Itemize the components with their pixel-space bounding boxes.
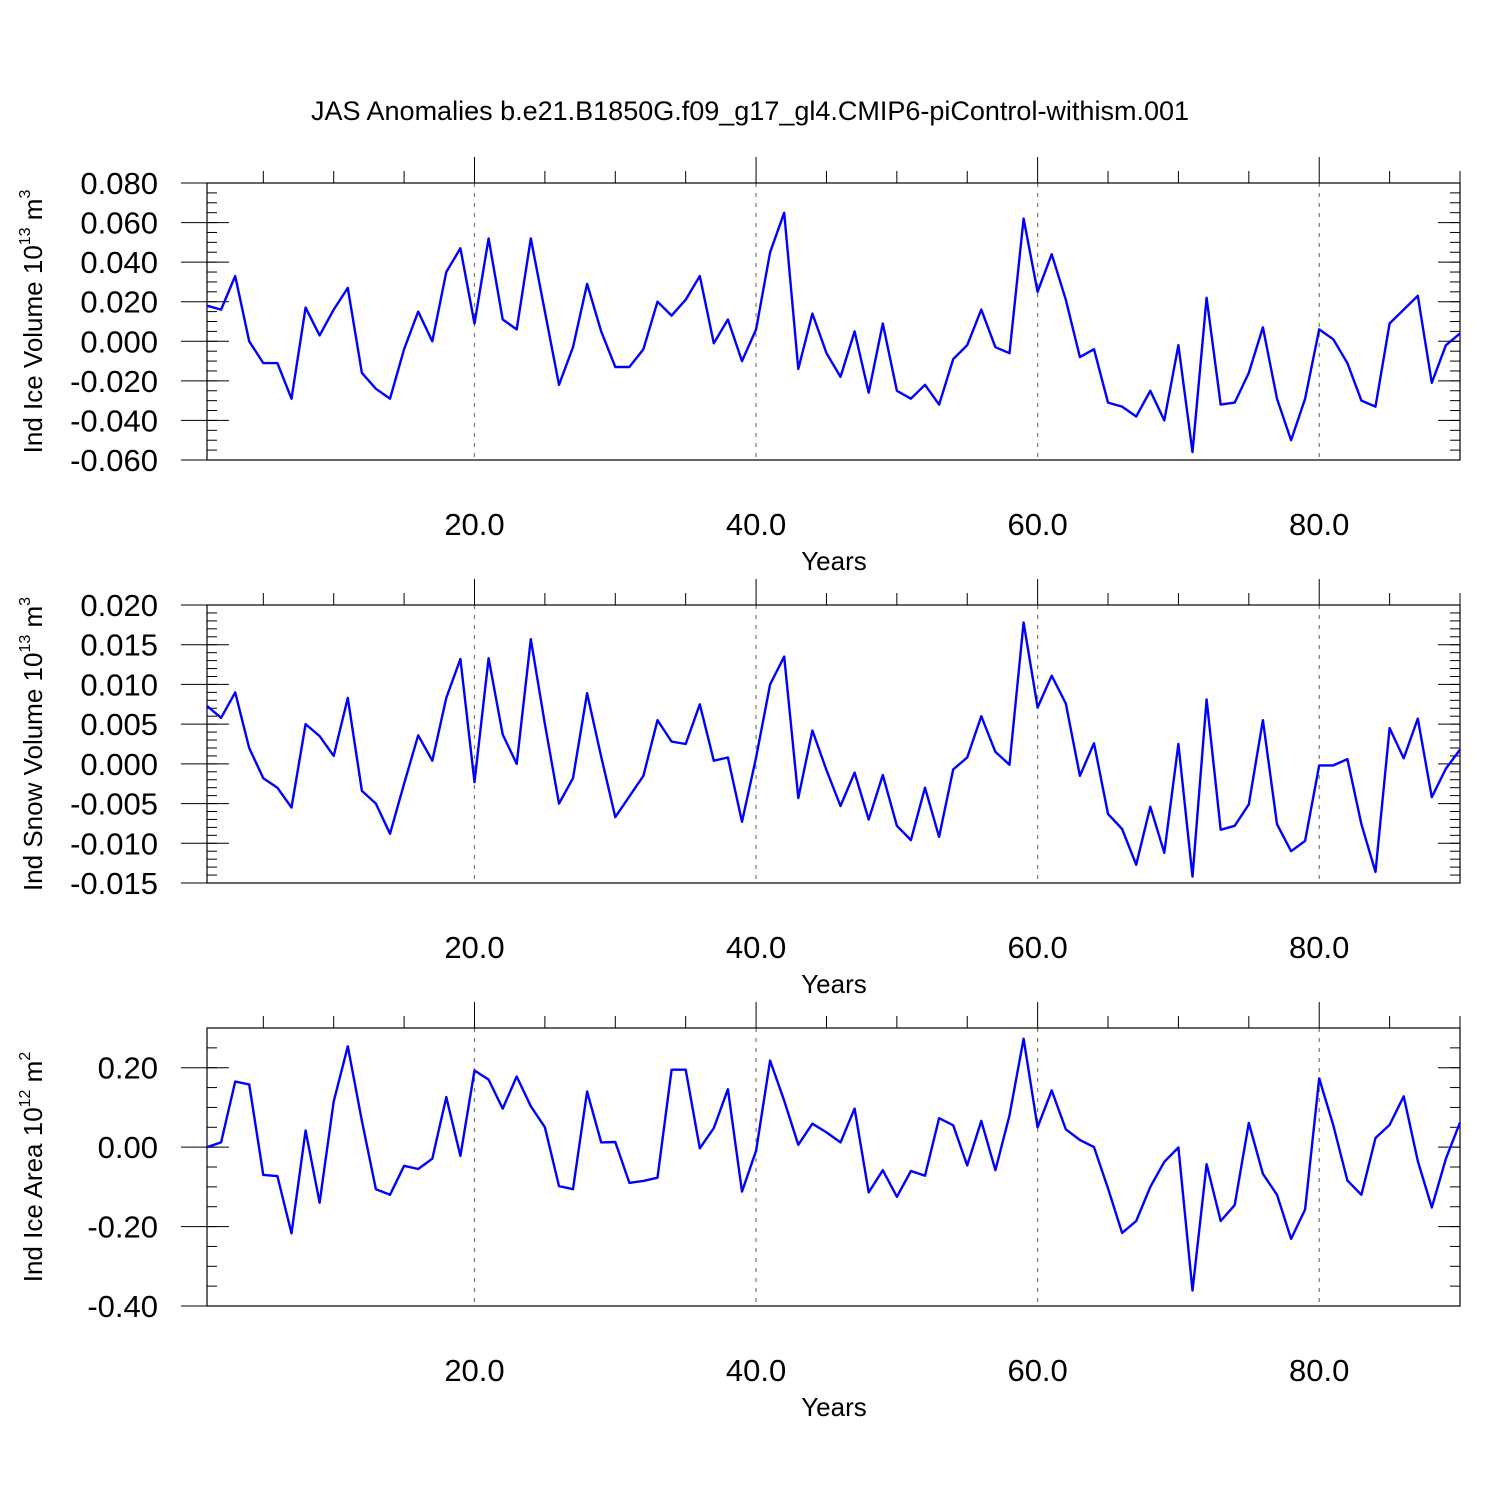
x-tick-label: 20.0 (444, 930, 504, 965)
series-line (206, 621, 1461, 878)
y-axis-title-part: m (18, 199, 48, 228)
y-axis-title-superscript: 13 (17, 635, 34, 653)
y-tick-label: 0.080 (80, 166, 158, 201)
plot-frame (206, 1027, 1461, 1307)
y-tick-label: -0.015 (70, 866, 158, 901)
x-tick-label: 40.0 (726, 1353, 786, 1388)
y-tick-label: 0.000 (80, 747, 158, 782)
y-tick-label: 0.005 (80, 707, 158, 742)
x-axis-title: Years (801, 1392, 867, 1422)
chart-panel-3: -0.40 -0.20 0.00 0.20 20.0 40.0 60.0 80.0 Years I… (17, 1002, 1462, 1422)
y-axis-title-part: Ind Ice Volume 10 (18, 245, 48, 453)
x-tick-label: 20.0 (444, 1353, 504, 1388)
y-axis-title-superscript: 3 (17, 597, 34, 606)
x-axis-title: Years (801, 969, 867, 999)
y-axis-title-superscript: 13 (17, 227, 34, 245)
y-tick-label: -0.060 (70, 443, 158, 478)
x-tick-label: 80.0 (1289, 930, 1349, 965)
y-axis-title-superscript: 2 (17, 1052, 34, 1061)
series-line (206, 211, 1461, 454)
x-tick-label: 20.0 (444, 507, 504, 542)
y-axis-title-superscript: 12 (17, 1089, 34, 1107)
y-tick-label: 0.000 (80, 324, 158, 359)
y-tick-label: 0.060 (80, 206, 158, 241)
y-tick-label: -0.040 (70, 403, 158, 438)
y-axis-title: Ind Ice Area 1012 m2 (17, 1052, 48, 1283)
y-tick-label: 0.020 (80, 285, 158, 320)
y-tick-label: 0.20 (98, 1051, 158, 1086)
y-axis-title-superscript: 3 (17, 190, 34, 199)
series-line (206, 1037, 1462, 1292)
y-axis-title: Ind Snow Volume 1013 m3 (17, 597, 48, 891)
figure-title: JAS Anomalies b.e21.B1850G.f09_g17_gl4.C… (311, 96, 1189, 126)
x-tick-label: 60.0 (1007, 1353, 1067, 1388)
y-axis-title-part: Ind Ice Area 10 (18, 1107, 48, 1282)
x-tick-label: 80.0 (1289, 1353, 1349, 1388)
chart-panel-2: -0.015 -0.010 -0.005 0.000 0.005 0.010 0.015 0.… (17, 579, 1461, 999)
y-tick-label: 0.040 (80, 245, 158, 280)
chart-panels: -0.060 -0.040 -0.020 0.000 0.020 0.040 0.060 0.… (17, 157, 1462, 1422)
x-tick-label: 60.0 (1007, 507, 1067, 542)
y-tick-label: -0.020 (70, 364, 158, 399)
y-tick-label: -0.20 (87, 1210, 158, 1245)
y-tick-label: -0.005 (70, 787, 158, 822)
x-tick-label: 40.0 (726, 507, 786, 542)
y-tick-label: -0.40 (87, 1289, 158, 1324)
y-axis-title-part: m (18, 1061, 48, 1090)
chart-panel-1: -0.060 -0.040 -0.020 0.000 0.020 0.040 0.060 0.… (17, 157, 1461, 576)
plot-frame (206, 604, 1461, 884)
y-tick-label: -0.010 (70, 826, 158, 861)
plot-frame (206, 182, 1461, 461)
y-tick-label: 0.020 (80, 588, 158, 623)
y-axis-title: Ind Ice Volume 1013 m3 (17, 190, 48, 454)
x-tick-label: 80.0 (1289, 507, 1349, 542)
y-axis-title-part: Ind Snow Volume 10 (18, 653, 48, 892)
y-tick-label: 0.010 (80, 667, 158, 702)
x-axis-title: Years (801, 546, 867, 576)
y-axis-title-part: m (18, 606, 48, 635)
x-tick-label: 60.0 (1007, 930, 1067, 965)
y-tick-label: 0.015 (80, 628, 158, 663)
y-tick-label: 0.00 (98, 1130, 158, 1165)
x-tick-label: 40.0 (726, 930, 786, 965)
